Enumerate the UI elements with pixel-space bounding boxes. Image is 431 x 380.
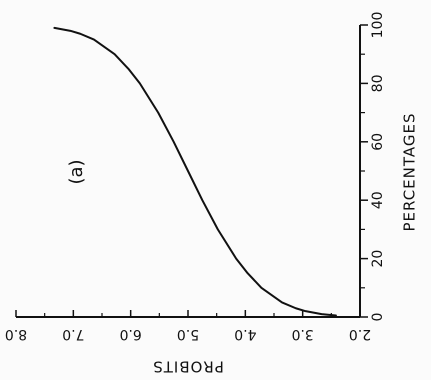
- percentage-tick-label: 0: [370, 313, 386, 322]
- probit-tick-label: 8.0: [5, 326, 27, 342]
- probit-tick-label: 4.0: [234, 326, 256, 342]
- curve-layer: [53, 26, 337, 317]
- probit-tick-label: 6.0: [120, 326, 142, 342]
- probit-tick-label: 3.0: [292, 326, 314, 342]
- percentage-tick-label: 40: [370, 191, 386, 209]
- percentages-axis-title: PERCENTAGES: [401, 113, 419, 232]
- percentage-tick-label: 60: [370, 133, 386, 151]
- percentage-tick-label: 100: [370, 12, 386, 39]
- chart-axes: [15, 24, 368, 318]
- percentage-tick-label: 80: [370, 74, 386, 92]
- chart-labels: 2.0 3.0 4.0 5.0 6.0 7.0 8.0 0 20 40 60 80 100 PROBITS…: [5, 12, 419, 376]
- panel-label: (a): [66, 159, 87, 184]
- probits-axis-title: PROBITS: [152, 358, 224, 376]
- probit-tick-label: 5.0: [177, 326, 199, 342]
- probit-tick-label: 7.0: [62, 326, 84, 342]
- probit-tick-label: 2.0: [349, 326, 371, 342]
- percentage-tick-label: 20: [370, 250, 386, 268]
- probit-curve: [53, 26, 337, 317]
